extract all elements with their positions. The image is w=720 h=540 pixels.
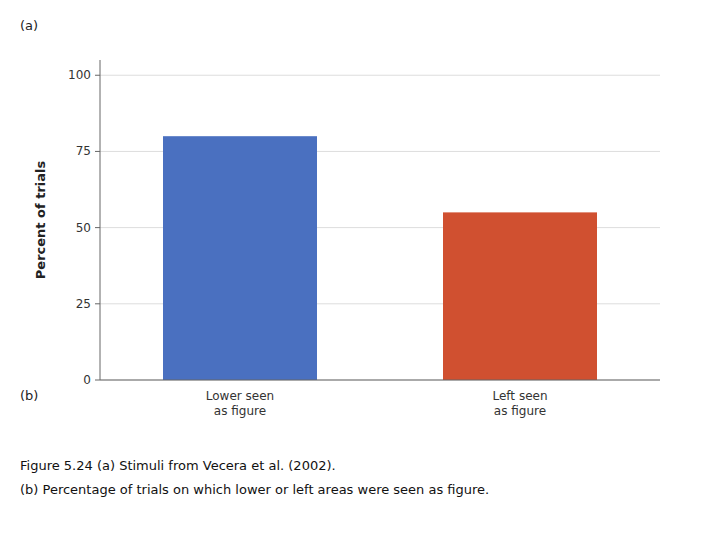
grid-line (100, 380, 660, 381)
x-tick-label: Lower seenas figure (206, 389, 274, 418)
caption: Figure 5.24 (a) Stimuli from Vecera et a… (20, 458, 336, 473)
caption: (b) Percentage of trials on which lower … (20, 482, 489, 497)
y-tick-label: 100 (68, 68, 91, 82)
chart-svg: (a) 0 25 50 75 100 Percent of trials Lower seen… (0, 0, 720, 540)
x-tick-label-line: as figure (494, 404, 546, 418)
x-axis-line (100, 380, 660, 381)
panel-label: (a) (20, 18, 38, 33)
y-axis-line (100, 60, 101, 380)
y-tick-label: 25 (76, 297, 91, 311)
chart-container: (a) 0 25 50 75 100 Percent of trials Lower seen… (0, 0, 720, 540)
page: {"chart_data": {"type": "bar", "categori… (0, 0, 720, 540)
bar (163, 136, 317, 380)
y-tick (95, 227, 100, 228)
y-tick (95, 151, 100, 152)
y-tick (95, 75, 100, 76)
x-tick-label-line: Left seen (492, 389, 547, 403)
y-axis-label: Percent of trials (33, 161, 48, 280)
bars (163, 136, 597, 380)
y-tick-label: 0 (83, 373, 91, 387)
bar (443, 212, 597, 380)
x-tick-label-line: as figure (214, 404, 266, 418)
y-tick (95, 303, 100, 304)
grid-line (100, 75, 660, 76)
y-tick-label: 75 (76, 144, 91, 158)
y-tick-label: 50 (76, 221, 91, 235)
panel-label: (b) (20, 388, 38, 403)
x-tick-label: Left seenas figure (492, 389, 547, 418)
x-tick-label-line: Lower seen (206, 389, 274, 403)
y-tick (95, 380, 100, 381)
